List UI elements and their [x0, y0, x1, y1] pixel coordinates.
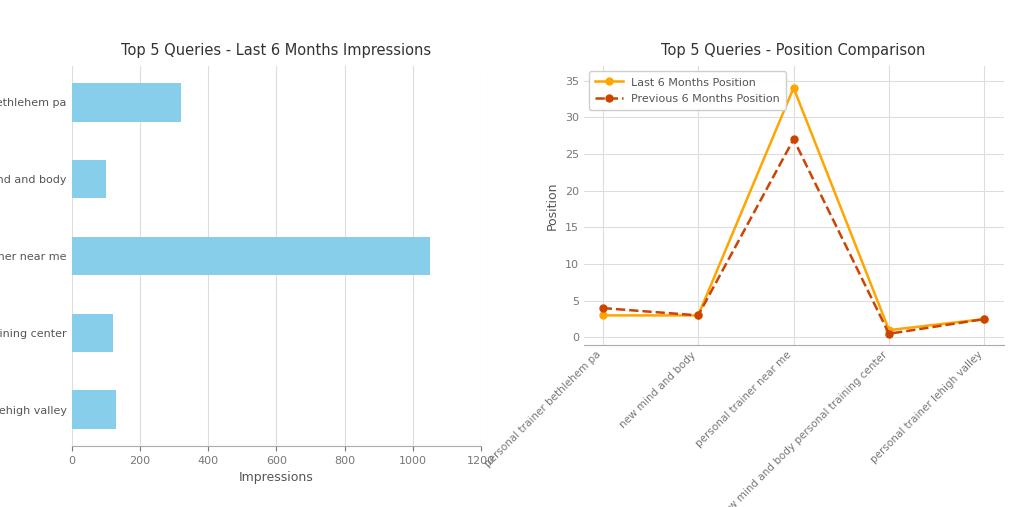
X-axis label: Impressions: Impressions: [240, 472, 313, 484]
Last 6 Months Position: [692, 312, 705, 318]
Title: Top 5 Queries - Last 6 Months Impressions: Top 5 Queries - Last 6 Months Impression…: [122, 43, 431, 58]
Bar: [72, 390, 116, 429]
Line: Last 6 Months Position: Last 6 Months Position: [599, 85, 988, 334]
Last 6 Months Position: [787, 85, 800, 91]
Legend: Last 6 Months Position, Previous 6 Months Position: Last 6 Months Position, Previous 6 Month…: [589, 71, 785, 110]
Bar: [72, 83, 181, 122]
Bar: [72, 314, 113, 352]
Line: Previous 6 Months Position: Previous 6 Months Position: [599, 136, 988, 337]
Previous 6 Months Position: [597, 305, 609, 311]
Previous 6 Months Position: [787, 136, 800, 142]
Last 6 Months Position: [597, 312, 609, 318]
Previous 6 Months Position: [692, 312, 705, 318]
Last 6 Months Position: [978, 316, 990, 322]
Bar: [72, 160, 105, 198]
Title: Top 5 Queries - Position Comparison: Top 5 Queries - Position Comparison: [662, 43, 926, 58]
Y-axis label: Position: Position: [546, 181, 559, 230]
Previous 6 Months Position: [978, 316, 990, 322]
Last 6 Months Position: [883, 327, 895, 333]
Bar: [72, 237, 430, 275]
Previous 6 Months Position: [883, 331, 895, 337]
